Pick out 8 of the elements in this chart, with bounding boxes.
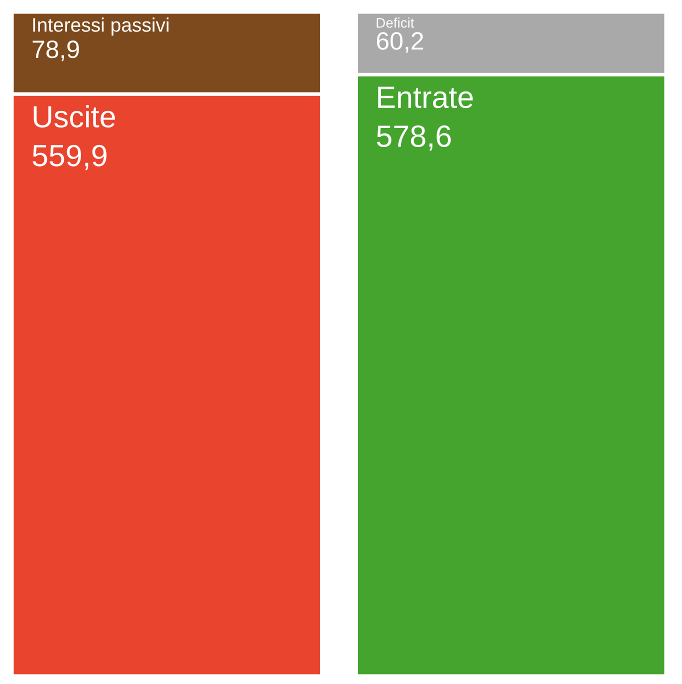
series-label: Deficit [376,18,414,28]
data-label: 578,6 [376,125,451,151]
data-label: 60,2 [376,32,424,53]
series-label: Uscite [34,105,115,128]
series-label: Interessi passivi [33,18,168,36]
series-label: Entrate [378,86,473,108]
data-label: 559,9 [32,144,106,170]
data-label: 78,9 [32,40,79,62]
